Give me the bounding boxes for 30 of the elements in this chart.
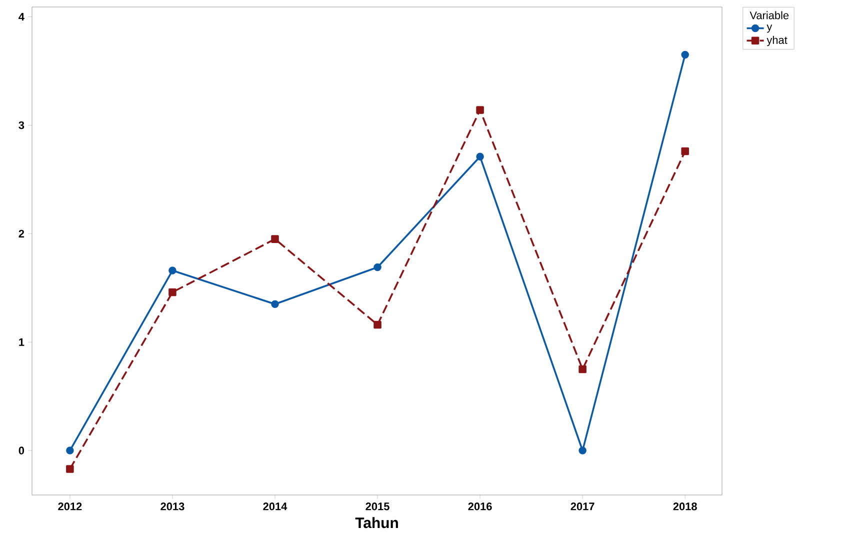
point bbox=[374, 320, 382, 329]
point bbox=[476, 152, 484, 161]
point bbox=[681, 147, 689, 156]
x-tick-label: 2017 bbox=[570, 502, 594, 510]
x-tick-label: 2016 bbox=[468, 502, 492, 510]
point bbox=[66, 446, 74, 454]
point bbox=[168, 288, 176, 296]
point bbox=[578, 365, 586, 374]
x-tick-label: 2012 bbox=[58, 502, 82, 510]
point bbox=[168, 266, 176, 274]
y-tick-label: 1 bbox=[19, 338, 24, 346]
legend-label: yhat bbox=[766, 36, 788, 46]
point bbox=[681, 50, 689, 59]
x-tick-label: 2013 bbox=[160, 502, 184, 510]
y-tick-label: 0 bbox=[18, 446, 24, 454]
x-axis-title: Tahun bbox=[355, 517, 398, 528]
y-tick-label: 3 bbox=[18, 121, 24, 130]
y-tick-label: 4 bbox=[18, 12, 24, 21]
x-tick-label: 2014 bbox=[263, 502, 288, 510]
point bbox=[66, 465, 74, 473]
point bbox=[271, 300, 279, 308]
point bbox=[476, 106, 484, 114]
point bbox=[271, 235, 279, 243]
legend-label: y bbox=[766, 24, 772, 33]
legend-title: Variable bbox=[750, 11, 789, 20]
x-tick-label: 2015 bbox=[366, 502, 390, 510]
point bbox=[374, 263, 382, 272]
y-tick-label: 2 bbox=[18, 230, 24, 238]
x-tick-label: 2018 bbox=[673, 502, 697, 510]
point bbox=[578, 446, 586, 454]
